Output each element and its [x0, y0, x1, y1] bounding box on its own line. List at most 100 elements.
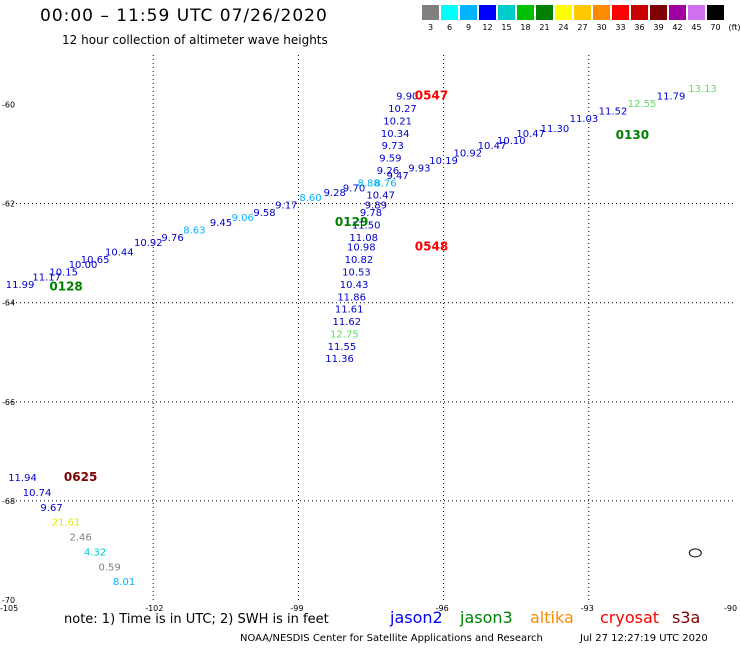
legend-cryosat: cryosat — [600, 608, 660, 627]
wave-height-label: 10.15 — [49, 267, 78, 278]
island-outline — [688, 548, 702, 558]
wave-height-label: 9.73 — [382, 141, 404, 152]
wave-height-label: 8.88 — [357, 178, 379, 189]
wave-height-label: 11.17 — [32, 272, 61, 283]
longitude-tick-label: -96 — [436, 604, 449, 613]
wave-height-label: 9.17 — [275, 201, 297, 212]
wave-height-label: 9.78 — [360, 208, 382, 219]
colorbar-label: 45 — [691, 23, 702, 32]
wave-height-label: 10.27 — [388, 104, 417, 115]
colorbar-swatch — [479, 5, 496, 20]
colorbar-swatch — [631, 5, 648, 20]
pass-time-label: 0547 — [415, 89, 448, 103]
colorbar-swatch — [612, 5, 629, 20]
colorbar-label: 27 — [577, 23, 588, 32]
wave-height-label: 9.89 — [365, 201, 387, 212]
legend-s3a: s3a — [672, 608, 701, 627]
wave-height-label: 9.76 — [161, 233, 183, 244]
wave-height-label: 11.61 — [335, 305, 364, 316]
generation-timestamp: Jul 27 12:27:19 UTC 2020 — [580, 633, 708, 644]
wave-height-label: 9.47 — [386, 171, 408, 182]
wave-height-label: 13.13 — [688, 84, 717, 95]
longitude-tick-label: -90 — [724, 604, 737, 613]
wave-height-label: 10.82 — [345, 255, 374, 266]
wave-height-label: 10.47 — [366, 191, 395, 202]
wave-height-label: 12.75 — [330, 329, 359, 340]
wave-height-label: 9.06 — [232, 213, 254, 224]
wave-height-label: 0.59 — [99, 562, 121, 573]
legend-jason2: jason2 — [390, 608, 443, 627]
latitude-tick-label: -60 — [2, 101, 15, 110]
wave-height-label: 10.65 — [81, 255, 110, 266]
wave-height-label: 10.44 — [105, 248, 134, 259]
wave-height-label: 11.94 — [8, 473, 37, 484]
wave-height-label: 8.63 — [183, 225, 205, 236]
legend-jason3: jason3 — [460, 608, 513, 627]
colorbar-swatch — [536, 5, 553, 20]
colorbar-label: 12 — [482, 23, 493, 32]
wave-height-label: 10.47 — [478, 141, 507, 152]
colorbar-label: 9 — [465, 23, 472, 32]
colorbar-label: 21 — [539, 23, 550, 32]
wave-height-label: 10.00 — [69, 260, 98, 271]
colorbar-swatch — [517, 5, 534, 20]
wave-height-label: 9.67 — [40, 503, 62, 514]
wave-height-label: 11.62 — [332, 317, 361, 328]
units-note: note: 1) Time is in UTC; 2) SWH is in fe… — [64, 612, 329, 627]
colorbar-label: 42 — [672, 23, 683, 32]
colorbar-label: 24 — [558, 23, 569, 32]
wave-height-label: 11.03 — [570, 114, 599, 125]
pass-time-label: 0128 — [49, 279, 82, 293]
pass-time-label: 0625 — [64, 470, 97, 484]
colorbar-label: 6 — [446, 23, 453, 32]
wave-height-label: 4.32 — [84, 547, 106, 558]
map-title: 00:00 – 11:59 UTC 07/26/2020 — [40, 6, 328, 26]
colorbar-label: 33 — [615, 23, 626, 32]
wave-height-label: 10.43 — [340, 280, 369, 291]
colorbar-swatch — [422, 5, 439, 20]
wave-height-label: 9.45 — [210, 218, 232, 229]
longitude-tick-label: -102 — [145, 604, 163, 613]
wave-height-label: 11.36 — [325, 354, 354, 365]
colorbar-swatch — [688, 5, 705, 20]
colorbar-swatch — [441, 5, 458, 20]
longitude-tick-label: -99 — [290, 604, 303, 613]
latitude-tick-label: -70 — [2, 596, 15, 605]
wave-height-label: 8.76 — [374, 178, 396, 189]
colorbar-label: 70 — [710, 23, 721, 32]
latitude-tick-label: -64 — [2, 299, 15, 308]
wave-height-label: 9.58 — [253, 208, 275, 219]
wave-height-label: 10.53 — [342, 267, 371, 278]
colorbar-swatch — [593, 5, 610, 20]
wave-height-label: 9.28 — [324, 188, 346, 199]
pass-time-label: 0130 — [616, 128, 649, 142]
pass-time-label: 0548 — [415, 240, 448, 254]
wave-height-label: 9.93 — [408, 163, 430, 174]
wave-height-label: 10.10 — [497, 136, 526, 147]
wave-height-label: 10.21 — [383, 116, 412, 127]
colorbar-swatch — [707, 5, 724, 20]
wave-height-label: 8.01 — [113, 577, 135, 588]
longitude-tick-label: -93 — [581, 604, 594, 613]
wave-height-label: 11.55 — [328, 342, 357, 353]
wave-height-label: 10.92 — [453, 149, 482, 160]
wave-height-label: 9.59 — [379, 154, 401, 165]
wave-height-label: 11.86 — [337, 292, 366, 303]
map-subtitle: 12 hour collection of altimeter wave hei… — [62, 33, 328, 47]
colorbar-swatch — [555, 5, 572, 20]
wave-height-label: 8.60 — [299, 193, 321, 204]
colorbar-swatch — [669, 5, 686, 20]
wave-height-label: 2.46 — [69, 533, 91, 544]
wave-height-label: 10.47 — [516, 129, 545, 140]
colorbar-label: 30 — [596, 23, 607, 32]
wave-height-label: 11.99 — [6, 280, 35, 291]
wave-height-label: 10.19 — [429, 156, 458, 167]
wave-height-label: 11.52 — [599, 106, 628, 117]
wave-height-label: 9.90 — [396, 92, 418, 103]
colorbar-swatch — [650, 5, 667, 20]
wave-height-label: 10.98 — [347, 243, 376, 254]
longitude-tick-label: -105 — [0, 604, 18, 613]
wave-height-label: 10.74 — [23, 488, 52, 499]
wave-height-label: 12.55 — [628, 99, 657, 110]
